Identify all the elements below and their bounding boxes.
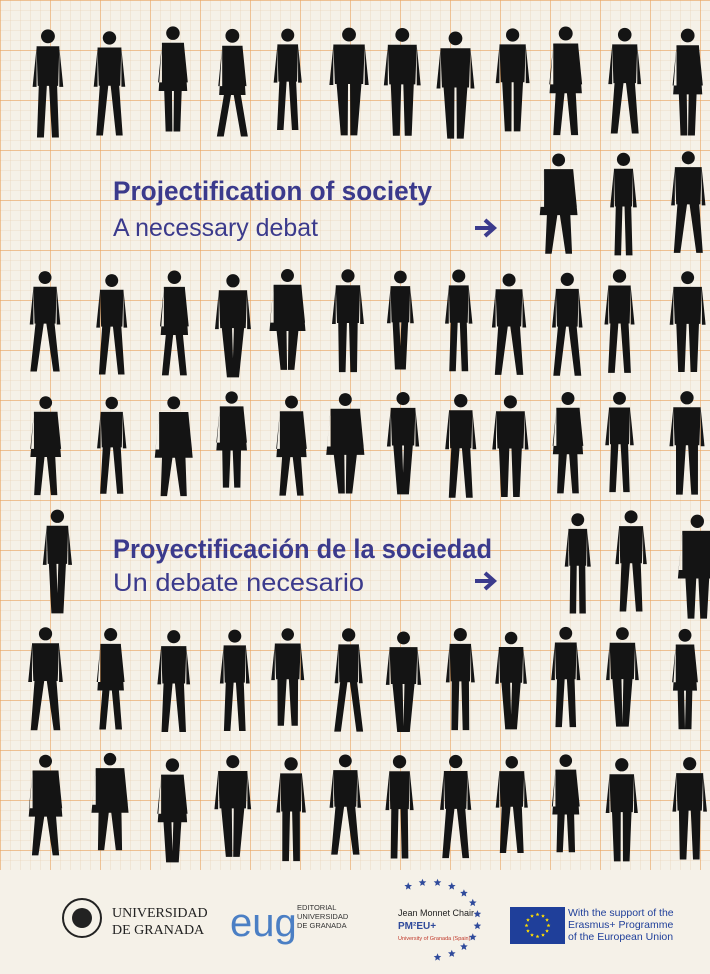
logo-eug: eug — [230, 901, 297, 945]
silhouette-head — [454, 628, 467, 641]
logo-text: UNIVERSIDAD — [112, 906, 208, 921]
silhouette-head — [39, 755, 52, 768]
silhouette-head — [397, 631, 410, 644]
silhouette-head — [41, 29, 55, 43]
silhouette-head — [681, 29, 695, 43]
silhouette-head — [284, 757, 297, 770]
silhouette-head — [559, 27, 573, 41]
silhouette-head — [39, 396, 52, 409]
logo-text: Erasmus+ Programme — [568, 919, 673, 931]
silhouette-head — [454, 394, 467, 407]
silhouette-head — [682, 151, 695, 164]
silhouette-head — [341, 269, 354, 282]
silhouette-head — [613, 392, 626, 405]
silhouette-head — [505, 632, 518, 645]
logo-text: PM²EU+ — [398, 921, 436, 932]
silhouette-head — [396, 392, 409, 405]
silhouette-head — [39, 271, 52, 284]
cover: Projectification of society A necessary … — [0, 0, 710, 974]
silhouette-head — [281, 29, 294, 42]
logo-text: EDITORIAL — [297, 903, 336, 912]
logo-text: of the European Union — [568, 931, 673, 943]
silhouette-head — [167, 396, 180, 409]
silhouette-head — [168, 271, 181, 284]
logo-text: University of Granada (Spain) — [398, 936, 471, 942]
silhouette-head — [51, 510, 64, 523]
silhouette-head — [571, 513, 584, 526]
silhouette-head — [104, 628, 117, 641]
silhouette-head — [506, 28, 519, 41]
silhouette-head — [504, 395, 517, 408]
silhouette-head — [615, 758, 628, 771]
silhouette-head — [552, 154, 565, 167]
logo-text: Jean Monnet Chair — [398, 908, 474, 918]
subtitle-es: Un debate necesario — [113, 569, 364, 597]
logo-text: DE GRANADA — [112, 923, 205, 938]
silhouette-head — [281, 269, 294, 282]
silhouette-head — [625, 510, 638, 523]
silhouette-head — [225, 29, 239, 43]
silhouette-head — [691, 515, 704, 528]
silhouette-head — [683, 757, 696, 770]
silhouette-head — [226, 274, 239, 287]
silhouette-head — [561, 392, 574, 405]
silhouette-head — [342, 28, 356, 42]
silhouette-head — [39, 627, 52, 640]
silhouette-head — [503, 273, 516, 286]
silhouette-head — [103, 31, 116, 44]
subtitle-en: A necessary debat — [113, 214, 318, 242]
silhouette-head — [449, 755, 462, 768]
silhouette-head — [617, 153, 630, 166]
silhouette-head — [452, 269, 465, 282]
silhouette-head — [506, 756, 518, 768]
silhouette-head — [342, 628, 355, 641]
silhouette-head — [281, 628, 294, 641]
crest — [72, 908, 92, 928]
silhouette-head — [167, 630, 180, 643]
page: Projectification of society A necessary … — [0, 0, 710, 974]
silhouette-head — [613, 269, 626, 282]
silhouette-head — [561, 273, 574, 286]
silhouette-head — [681, 271, 694, 284]
silhouette-head — [106, 397, 118, 409]
silhouette-head — [559, 627, 572, 640]
silhouette-head — [339, 393, 352, 406]
silhouette-head — [560, 754, 573, 767]
title-en: Projectification of society — [113, 176, 432, 206]
logo-text: UNIVERSIDAD — [297, 912, 349, 921]
silhouette-head — [166, 26, 179, 39]
logo-text: With the support of the — [568, 907, 674, 919]
silhouette-head — [616, 627, 629, 640]
title-es: Proyectificación de la sociedad — [113, 534, 492, 564]
silhouette-head — [226, 755, 239, 768]
silhouette-head — [618, 28, 632, 42]
silhouette-head — [680, 391, 693, 404]
silhouette-head — [166, 758, 179, 771]
silhouette-head — [449, 32, 463, 46]
silhouette-head — [104, 753, 117, 766]
silhouette-head — [679, 629, 692, 642]
silhouette-head — [394, 271, 407, 284]
silhouette-head — [339, 754, 352, 767]
silhouette-head — [285, 396, 298, 409]
silhouette-head — [228, 630, 241, 643]
silhouette-head — [225, 391, 237, 403]
silhouette-head — [393, 755, 406, 768]
logo-text: DE GRANADA — [297, 921, 347, 930]
silhouette-head — [395, 28, 409, 42]
silhouette-head — [105, 274, 118, 287]
